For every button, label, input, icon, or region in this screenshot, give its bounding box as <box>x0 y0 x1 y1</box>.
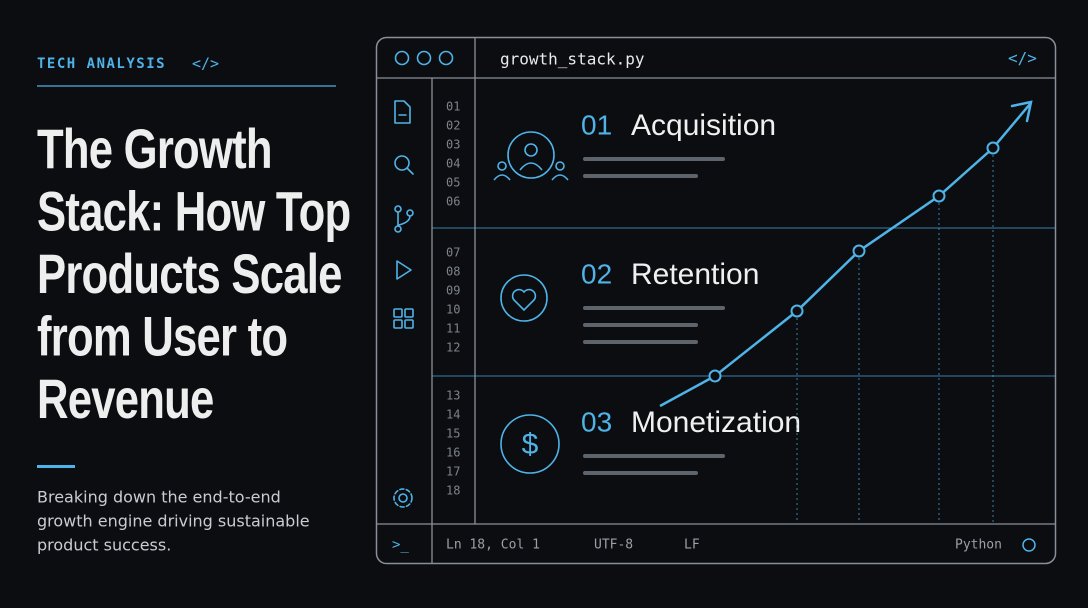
title-line: Products Scale <box>37 243 342 305</box>
subtitle-line: product success. <box>37 536 171 555</box>
subtitle: Breaking down the end-to-end growth engin… <box>37 488 310 555</box>
subtitle-line: Breaking down the end-to-end <box>37 488 281 507</box>
line-number: 17 <box>446 465 460 479</box>
growth-points-part <box>708 369 722 383</box>
line-number: 05 <box>446 176 460 190</box>
sidebar-icons[interactable] <box>393 100 414 508</box>
title-line: The Growth <box>37 118 272 180</box>
sidebar-icons-part[interactable] <box>394 100 411 124</box>
line-number: 08 <box>446 265 460 279</box>
arrow-head <box>1010 100 1033 123</box>
title-line: from User to <box>37 305 287 367</box>
window-dots <box>394 50 454 66</box>
cursor-position: Ln 18, Col 1 <box>446 538 540 553</box>
line-number: 06 <box>446 195 460 209</box>
line-ending: LF <box>684 538 700 553</box>
growth-points-part <box>790 304 804 318</box>
window-dots-part <box>394 50 410 66</box>
title-line: Revenue <box>37 368 214 430</box>
line-number: 16 <box>446 446 460 460</box>
header-icon: </> <box>1008 49 1037 68</box>
sidebar-icons-part[interactable] <box>404 308 414 318</box>
line-number: 04 <box>446 157 460 171</box>
section-icons-part <box>519 162 543 171</box>
sidebar-icons-part[interactable] <box>394 155 410 171</box>
section-icons-part <box>497 161 507 171</box>
sidebar-icons-part[interactable] <box>393 308 403 318</box>
growth-points <box>708 141 1000 383</box>
sidebar-icons-part[interactable] <box>404 319 414 329</box>
growth-points-part <box>932 189 946 203</box>
line-number: 07 <box>446 246 460 260</box>
sidebar-icons-part[interactable] <box>393 319 403 329</box>
line-number: 12 <box>446 341 460 355</box>
section-icons-part <box>493 174 511 181</box>
placeholder-line <box>583 306 725 310</box>
placeholder-line <box>583 340 698 344</box>
line-number: 13 <box>446 389 460 403</box>
placeholder-line <box>583 454 725 458</box>
sidebar-icons-part[interactable] <box>406 167 414 175</box>
section-number: 03 <box>581 406 612 437</box>
sidebar-icons-part[interactable] <box>396 260 412 280</box>
placeholder-line <box>583 174 698 178</box>
dollar-icon: $ <box>522 428 539 461</box>
line-number: 14 <box>446 408 460 422</box>
growth-points-part <box>986 141 1000 155</box>
section-icons-part <box>551 174 569 181</box>
line-number: 03 <box>446 138 460 152</box>
language: Python <box>955 538 1002 553</box>
line-numbers: 01 02 03 04 05 06 07 08 09 10 11 12 13 14 15 16 17 18 <box>446 100 460 498</box>
section-icons-part <box>507 131 555 179</box>
terminal-prompt[interactable]: >_ <box>392 537 409 553</box>
sidebar-icons-part[interactable] <box>398 493 408 503</box>
encoding: UTF-8 <box>594 538 633 553</box>
placeholder-line <box>583 323 698 327</box>
growth-points-part <box>852 244 866 258</box>
section-label: Acquisition <box>631 109 776 142</box>
section-label: Monetization <box>631 406 801 439</box>
line-number: 15 <box>446 427 460 441</box>
section-icons-part <box>524 143 538 157</box>
sidebar-icons-part[interactable] <box>397 211 411 227</box>
accent-bar <box>37 465 75 468</box>
title-line: Stack: How Top <box>37 180 350 242</box>
status-indicator <box>1022 538 1036 552</box>
placeholder-line <box>583 471 698 475</box>
section-icons-part <box>500 414 560 474</box>
kicker-icon: </> <box>192 55 219 73</box>
window-dots-part <box>416 50 432 66</box>
line-number: 18 <box>446 484 460 498</box>
line-number: 11 <box>446 322 460 336</box>
kicker: TECH ANALYSIS <box>37 56 166 72</box>
sidebar-icons-part[interactable] <box>393 488 413 508</box>
placeholder-line <box>583 157 725 161</box>
section-icons-part <box>511 288 537 312</box>
line-number: 09 <box>446 284 460 298</box>
line-number: 10 <box>446 303 460 317</box>
section-icons-part <box>555 161 565 171</box>
drop-lines <box>796 155 994 522</box>
filename[interactable]: growth_stack.py <box>500 50 645 69</box>
window-dots-part <box>438 50 454 66</box>
section-label: Retention <box>631 258 759 291</box>
line-number: 01 <box>446 100 460 114</box>
section-number: 01 <box>581 109 612 140</box>
section-number: 02 <box>581 258 612 289</box>
subtitle-line: growth engine driving sustainable <box>37 512 310 531</box>
section-icons <box>493 131 569 474</box>
line-number: 02 <box>446 119 460 133</box>
sections: 01 Acquisition 02 Retention 03 Monetization <box>581 109 801 475</box>
editor-frame <box>375 36 1057 565</box>
section-icons-part <box>500 274 548 322</box>
